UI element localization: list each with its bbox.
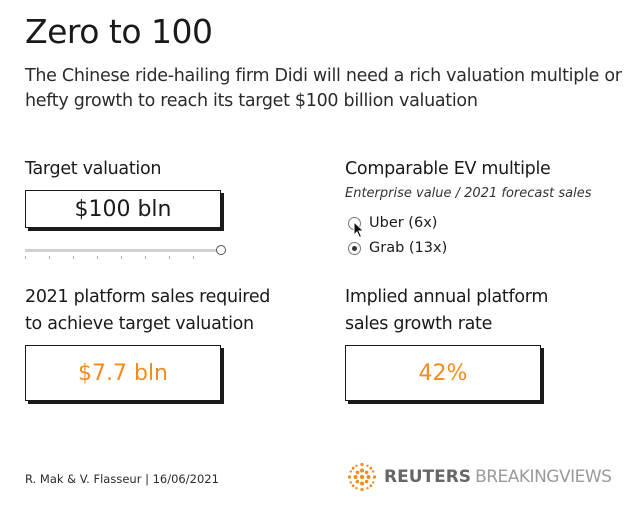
target-valuation-label: Target valuation xyxy=(25,159,162,179)
slider-track xyxy=(25,249,217,252)
slider-tick xyxy=(73,256,74,259)
radio-button-checked[interactable] xyxy=(348,241,361,255)
sales-required-value: $7.7 bln xyxy=(78,360,168,386)
radio-option-grab[interactable]: Grab (13x) xyxy=(348,240,447,256)
slider-tick xyxy=(25,256,26,259)
page-subtitle: The Chinese ride-hailing firm Didi will … xyxy=(25,66,622,111)
target-valuation-input[interactable]: $100 bln xyxy=(25,190,221,228)
slider-tick xyxy=(169,256,170,259)
mouse-cursor-icon xyxy=(353,221,365,239)
target-valuation-slider[interactable] xyxy=(25,244,226,260)
reuters-logo-icon xyxy=(347,462,377,492)
growth-rate-result: 42% xyxy=(345,345,541,401)
slider-tick xyxy=(193,256,194,259)
ev-multiple-note: Enterprise value / 2021 forecast sales xyxy=(345,186,592,201)
brand-secondary-text: BREAKINGVIEWS xyxy=(475,467,612,487)
sales-required-label-line1: 2021 platform sales required xyxy=(25,287,271,307)
slider-tick xyxy=(121,256,122,259)
radio-option-uber[interactable]: Uber (6x) xyxy=(348,215,437,231)
ev-multiple-label: Comparable EV multiple xyxy=(345,159,551,179)
radio-label: Uber (6x) xyxy=(369,215,438,231)
growth-rate-label: Implied annual platform sales growth rat… xyxy=(345,284,548,338)
growth-rate-label-line2: sales growth rate xyxy=(345,314,493,334)
credit-line: R. Mak & V. Flasseur | 16/06/2021 xyxy=(25,472,219,486)
sales-required-label-line2: to achieve target valuation xyxy=(25,314,254,334)
slider-tick xyxy=(145,256,146,259)
slider-tick xyxy=(49,256,50,259)
target-valuation-value: $100 bln xyxy=(74,196,172,222)
growth-rate-label-line1: Implied annual platform xyxy=(345,287,549,307)
brand-primary-text: REUTERS xyxy=(384,467,472,487)
sales-required-label: 2021 platform sales required to achieve … xyxy=(25,284,270,338)
radio-label: Grab (13x) xyxy=(369,240,448,256)
growth-rate-value: 42% xyxy=(418,360,468,386)
brand-logo: REUTERS BREAKINGVIEWS xyxy=(346,461,612,493)
page-title: Zero to 100 xyxy=(25,12,213,51)
slider-handle[interactable] xyxy=(216,245,226,255)
slider-tick xyxy=(97,256,98,259)
sales-required-result: $7.7 bln xyxy=(25,345,221,401)
